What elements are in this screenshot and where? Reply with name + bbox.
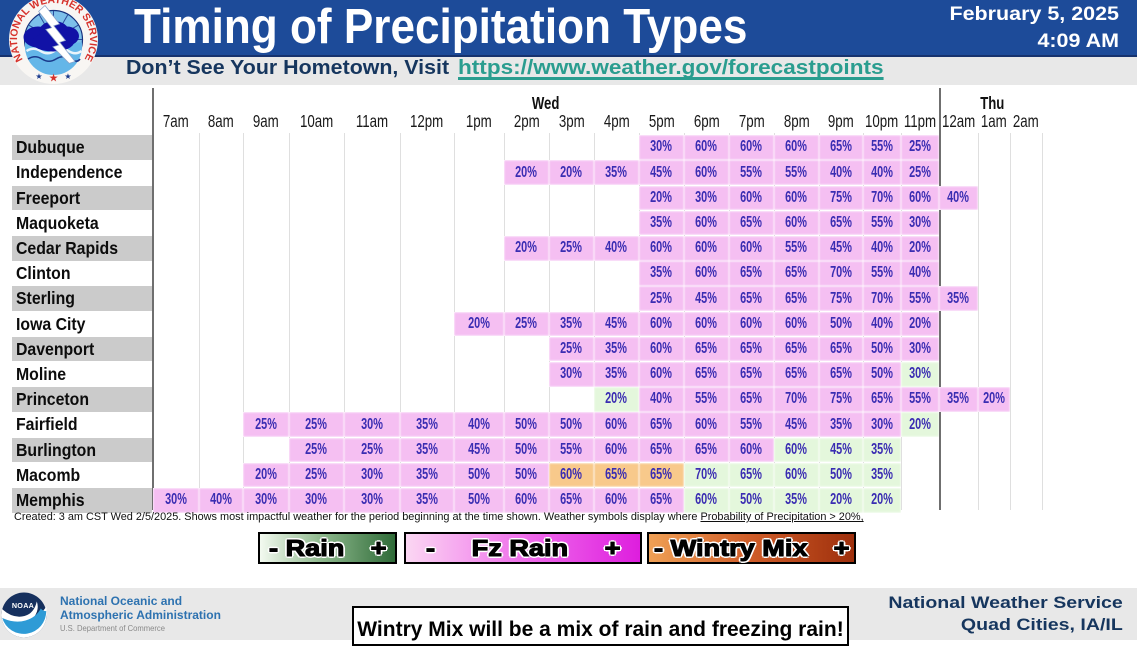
svg-text:★: ★ [64, 72, 71, 81]
svg-text:NOAA: NOAA [12, 601, 34, 610]
svg-text:★: ★ [49, 73, 59, 85]
svg-text:★: ★ [35, 72, 42, 81]
